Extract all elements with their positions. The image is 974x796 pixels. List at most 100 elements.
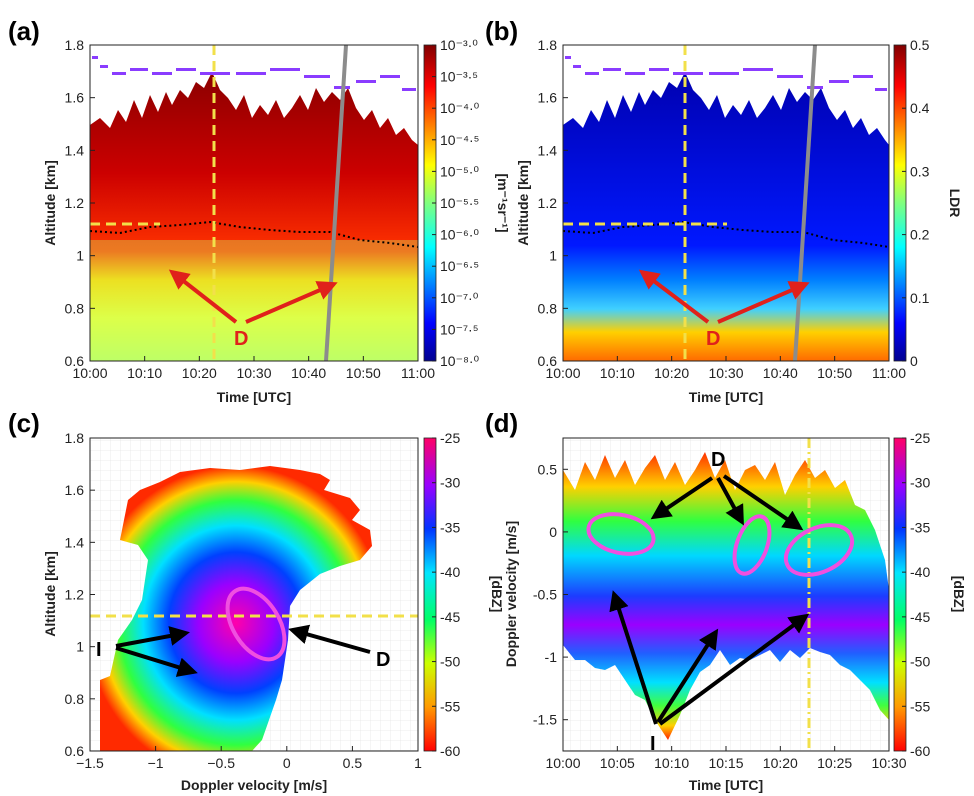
trajectory-line-b: [793, 44, 817, 362]
spectrum-c: [100, 466, 372, 751]
x-tick-label: −1.5: [76, 755, 104, 771]
cloud-top-marks-b: [565, 56, 887, 91]
trajectory-line-a: [324, 44, 348, 362]
y-tick-label: -1: [545, 649, 558, 665]
x-tick-label: 10:40: [763, 365, 798, 381]
y-tick-label: 1.4: [65, 142, 85, 158]
arrow-d1-d: [650, 476, 714, 520]
x-tick-label: 10:20: [654, 365, 689, 381]
y-tick-label: 0.6: [65, 353, 85, 369]
x-tick-label: 10:00: [545, 755, 580, 771]
y-tick-label: 1.2: [65, 195, 85, 211]
annotation-d-d: D: [711, 449, 725, 471]
x-tick-label: 11:00: [401, 365, 435, 381]
panel-label-d: (d): [485, 408, 518, 438]
lower-layer-a: [90, 240, 418, 361]
x-axis-label-c: Doppler velocity [m/s]: [181, 777, 327, 793]
x-tick-label: 10:30: [871, 755, 906, 771]
colorbar-title-c: [dBZ]: [489, 576, 505, 613]
y-axis-label-c: Altitude [km]: [42, 551, 58, 637]
colorbar-tick-label: 10⁻⁷·⁰: [440, 290, 479, 306]
arrow-d2-d: [716, 477, 744, 526]
colorbar-d: [893, 437, 907, 752]
x-tick-label: 10:20: [182, 365, 217, 381]
x-ticks-a: 10:00 10:10 10:20 10:30 10:40 10:50 11:00: [72, 356, 435, 381]
x-tick-label: 10:30: [708, 365, 743, 381]
panel-label-a: (a): [8, 16, 40, 46]
y-tick-label: 1.4: [65, 534, 85, 550]
arrow-d3-d: [722, 474, 804, 531]
y-tick-label: 1.4: [538, 142, 558, 158]
y-tick-label: 0.6: [538, 353, 558, 369]
x-tick-label: 10:00: [72, 365, 107, 381]
panel-a: (a) D 10:00 10:10 10:20 10:30 10:40 10:50 11:0…: [8, 16, 511, 405]
y-tick-label: 1.8: [65, 430, 85, 446]
x-tick-label: 10:50: [817, 365, 852, 381]
cloud-base-dots-b: [562, 220, 890, 248]
arrow-i2-d: [656, 628, 719, 724]
colorbar-c: [423, 437, 437, 752]
colorbar-tick-label: -60: [910, 743, 930, 759]
colorbar-tick-label: 10⁻³·⁰: [440, 37, 478, 53]
y-tick-label: 1.6: [65, 90, 85, 106]
x-tick-label: 10:30: [236, 365, 271, 381]
y-tick-label: 1.2: [65, 587, 85, 603]
panel-c: (c) I D −1.5 −1 −0.5 0 0.5 1 0.6 0.8 1 1.2 1.4 1.6…: [8, 408, 505, 793]
colorbar-tick-label: -35: [910, 519, 930, 535]
x-tick-label: 10:15: [708, 755, 743, 771]
colorbar-ticks-c: -25 -30 -35 -40 -45 -50 -55 -60: [432, 430, 460, 759]
arrow-d-left-a: [168, 269, 238, 324]
colorbar-tick-label: -50: [910, 654, 930, 670]
y-tick-label: 0.8: [65, 300, 85, 316]
colorbar-tick-label: 0.5: [910, 37, 930, 53]
x-tick-label: 11:00: [872, 365, 906, 381]
colorbar-tick-label: -55: [440, 698, 460, 714]
highlight-ellipse-c: [225, 586, 287, 662]
colorbar-tick-label: 0.1: [910, 290, 930, 306]
annotation-i-c: I: [96, 639, 102, 661]
colorbar-tick-label: -40: [440, 564, 460, 580]
x-tick-label: −0.5: [207, 755, 235, 771]
colorbar-ticks-b: 0.5 0.4 0.3 0.2 0.1 0: [902, 37, 930, 369]
colorbar-tick-label: 10⁻⁶·⁰: [440, 227, 479, 243]
y-tick-label: 0.8: [65, 691, 85, 707]
colorbar-b: [893, 44, 907, 362]
y-tick-label: -1.5: [533, 712, 557, 728]
x-tick-label: 10:40: [291, 365, 326, 381]
colorbar-ticks-a: 10⁻³·⁰ 10⁻³·⁵ 10⁻⁴·⁰ 10⁻⁴·⁵ 10⁻⁵·⁰ 10⁻⁵·⁵ 10⁻⁶…: [432, 37, 480, 369]
y-ticks-b: 0.6 0.8 1 1.2 1.4 1.6 1.8: [538, 37, 568, 369]
colorbar-tick-label: -45: [910, 609, 930, 625]
arrow-i3-d: [658, 613, 810, 726]
colorbar-title-a: [m⁻¹sr⁻¹]: [495, 173, 511, 232]
panel-b: (b) D 10:00 10:10 10:20 10:30 10:40 10:50 11:0…: [485, 16, 963, 405]
x-axis-label-d: Time [UTC]: [689, 777, 763, 793]
annotation-d-c: D: [376, 649, 390, 671]
x-axis-label-b: Time [UTC]: [689, 389, 763, 405]
arrow-d-c: [288, 624, 371, 654]
arrow-d-right-b: [717, 281, 810, 324]
colorbar-tick-label: -25: [440, 430, 460, 446]
y-axis-label-d: Doppler velocity [m/s]: [503, 521, 519, 667]
colorbar-tick-label: -30: [910, 475, 930, 491]
annotation-d-a: D: [234, 328, 248, 350]
annotation-i-d: I: [650, 733, 656, 755]
y-tick-label: 1.6: [538, 90, 558, 106]
y-tick-label: 1.6: [65, 482, 85, 498]
x-tick-label: 0: [283, 755, 291, 771]
y-tick-label: 0: [549, 524, 557, 540]
y-axis-label-a: Altitude [km]: [42, 160, 58, 246]
colorbar-tick-label: 10⁻⁴·⁰: [440, 100, 480, 116]
x-tick-label: 10:50: [346, 365, 381, 381]
colorbar-tick-label: -50: [440, 654, 460, 670]
x-tick-label: 10:05: [600, 755, 635, 771]
colorbar-tick-label: -30: [440, 475, 460, 491]
y-tick-label: 1: [76, 248, 84, 264]
x-tick-label: 10:00: [545, 365, 580, 381]
colorbar-title-d: [dBZ]: [951, 576, 967, 613]
highlight-ellipse-d2: [732, 514, 772, 576]
colorbar-tick-label: -25: [910, 430, 930, 446]
colorbar-tick-label: 10⁻⁴·⁵: [440, 132, 479, 148]
y-tick-label: 1: [549, 248, 557, 264]
y-tick-label: 1.2: [538, 195, 558, 211]
